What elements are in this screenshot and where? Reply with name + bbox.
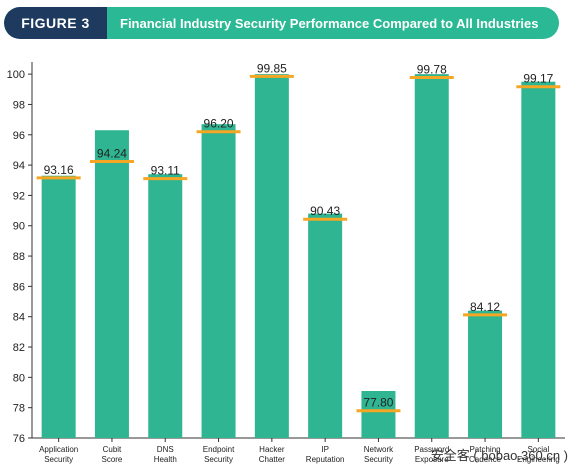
y-tick-label: 96 xyxy=(13,130,25,142)
x-tick-label: Health xyxy=(154,455,177,464)
x-tick-label: DNS xyxy=(157,445,174,454)
y-tick-label: 100 xyxy=(7,69,25,81)
data-label: 93.16 xyxy=(44,163,74,177)
bar xyxy=(361,391,396,438)
bar xyxy=(468,310,503,438)
figure-banner: FIGURE 3 Financial Industry Security Per… xyxy=(4,7,559,39)
y-tick-label: 86 xyxy=(13,281,25,293)
x-tick-label: Patching xyxy=(469,445,500,454)
watermark: 安全客 ( bobao.360.cn ) xyxy=(430,448,568,463)
data-label: 99.85 xyxy=(257,61,287,75)
bar xyxy=(414,74,449,439)
y-tick-label: 82 xyxy=(13,342,25,354)
data-label: 84.12 xyxy=(470,300,500,314)
x-tick-label: Security xyxy=(204,455,233,464)
bar xyxy=(521,81,556,438)
x-tick-label: Engineering xyxy=(517,455,560,464)
figure-label: FIGURE 3 xyxy=(4,7,107,39)
data-label: 77.80 xyxy=(363,396,393,410)
y-tick-label: 94 xyxy=(13,160,25,172)
x-tick-label: Application xyxy=(39,445,78,454)
bar xyxy=(41,175,76,439)
chart-title: Financial Industry Security Performance … xyxy=(120,15,539,31)
x-tick-label: Cubit xyxy=(103,445,122,454)
x-tick-label: Network xyxy=(364,445,394,454)
y-tick-label: 78 xyxy=(13,403,25,415)
x-tick-label: IP xyxy=(321,445,329,454)
x-tick-label: Security xyxy=(364,455,393,464)
bar xyxy=(94,130,129,438)
x-tick-label: Reputation xyxy=(306,455,345,464)
x-tick-label: Endpoint xyxy=(203,445,235,454)
bar xyxy=(148,174,183,438)
x-tick-label: Cadence xyxy=(469,455,502,464)
x-tick-label: Password xyxy=(414,445,449,454)
data-label: 96.20 xyxy=(204,117,234,131)
data-label: 94.24 xyxy=(97,146,127,160)
data-label: 99.17 xyxy=(523,72,553,86)
x-tick-label: Social xyxy=(527,445,549,454)
y-tick-label: 88 xyxy=(13,251,25,263)
data-label: 90.43 xyxy=(310,204,340,218)
x-tick-label: Exposure xyxy=(415,455,449,464)
y-tick-label: 84 xyxy=(13,312,25,324)
y-tick-label: 80 xyxy=(13,372,25,384)
x-tick-label: Score xyxy=(101,455,122,464)
data-label: 93.11 xyxy=(151,164,180,178)
x-tick-label: Hacker xyxy=(259,445,285,454)
x-tick-label: Chatter xyxy=(259,455,286,464)
y-tick-label: 90 xyxy=(13,221,25,233)
x-tick-label: Security xyxy=(44,455,73,464)
y-tick-label: 92 xyxy=(13,190,25,202)
y-tick-label: 76 xyxy=(13,433,25,445)
y-tick-label: 98 xyxy=(13,99,25,111)
bar xyxy=(201,124,236,439)
bar xyxy=(308,213,343,438)
bar xyxy=(254,74,289,439)
data-label: 99.78 xyxy=(417,62,447,76)
